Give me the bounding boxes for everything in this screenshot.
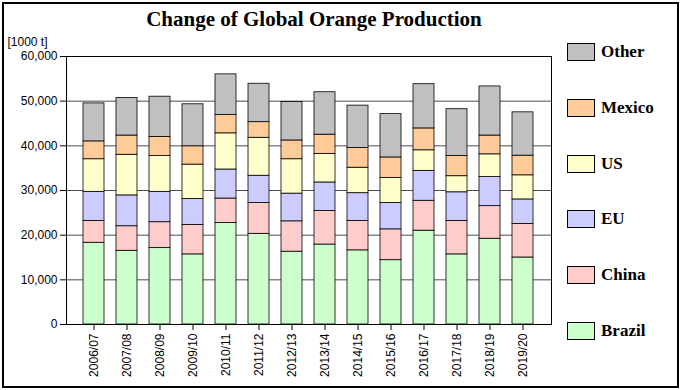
svg-text:2007/08: 2007/08	[120, 333, 134, 377]
svg-text:20,000: 20,000	[21, 228, 58, 242]
svg-text:2018/19: 2018/19	[483, 333, 497, 377]
svg-text:0: 0	[51, 317, 58, 331]
html-text:Change of Global Orange Produc: Change of Global Orange Production	[146, 7, 482, 31]
html-text:US: US	[601, 153, 623, 173]
svg-text:10,000: 10,000	[21, 273, 58, 287]
html-text:Brazil: Brazil	[601, 321, 646, 340]
svg-text:2012/13: 2012/13	[285, 333, 299, 377]
svg-text:2019/20: 2019/20	[516, 333, 530, 377]
svg-text:2016/17: 2016/17	[417, 333, 431, 377]
svg-text:2011/12: 2011/12	[252, 333, 266, 376]
svg-text:50,000: 50,000	[21, 94, 58, 108]
svg-text:2017/18: 2017/18	[450, 333, 464, 377]
svg-text:2010/11: 2010/11	[219, 333, 233, 376]
svg-text:2006/07: 2006/07	[87, 333, 101, 377]
svg-text:2008/09: 2008/09	[153, 333, 167, 377]
svg-text:60,000: 60,000	[21, 49, 58, 63]
html-text:Other: Other	[601, 42, 645, 61]
svg-text:2013/14: 2013/14	[318, 333, 332, 377]
svg-text:40,000: 40,000	[21, 139, 58, 153]
svg-text:30,000: 30,000	[21, 183, 58, 197]
svg-text:[1000 t]: [1000 t]	[8, 35, 48, 49]
svg-text:2009/10: 2009/10	[186, 333, 200, 377]
html-text:Mexico: Mexico	[601, 97, 654, 117]
svg-text:2015/16: 2015/16	[384, 333, 398, 377]
html-text:China: China	[601, 265, 646, 285]
html-text:EU: EU	[601, 209, 625, 229]
svg-text:2014/15: 2014/15	[351, 333, 365, 377]
